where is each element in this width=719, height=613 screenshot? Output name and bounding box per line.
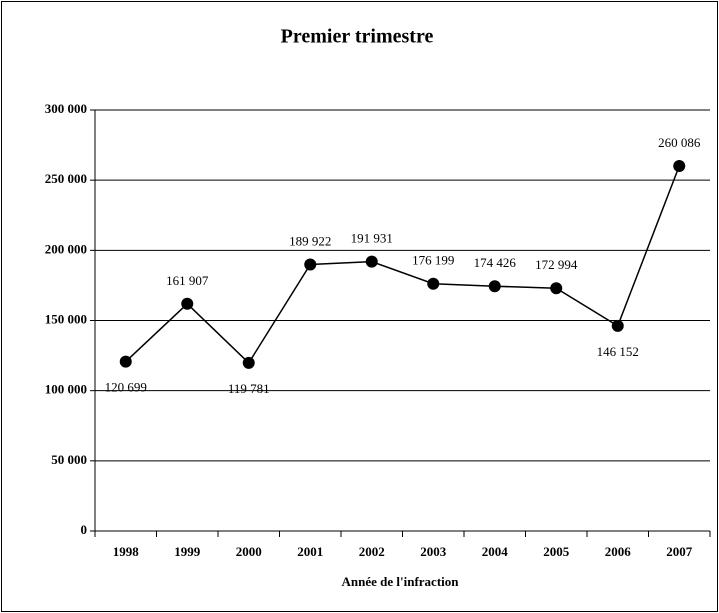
y-tick-label: 50 000 [51,452,87,467]
data-label: 119 781 [228,381,270,396]
x-tick-label: 2003 [420,544,447,559]
chart-title: Premier trimestre [281,26,434,48]
x-tick-label: 2004 [482,544,509,559]
data-point [550,282,563,295]
data-label: 120 699 [105,380,147,395]
data-point [488,280,501,293]
y-tick-label: 200 000 [45,241,87,256]
data-label: 172 994 [535,257,578,272]
data-point [181,297,194,310]
x-tick-label: 1998 [113,544,140,559]
data-label: 146 152 [597,344,639,359]
data-label: 176 199 [412,253,454,268]
x-tick-label: 2001 [297,544,323,559]
x-tick-label: 2007 [666,544,693,559]
data-point [242,356,255,369]
data-label: 189 922 [289,233,331,248]
x-tick-label: 2005 [543,544,570,559]
y-tick-label: 250 000 [45,171,87,186]
x-axis-title: Année de l'infraction [342,574,460,589]
series-line [125,165,680,365]
data-point [119,355,132,368]
data-point [304,258,317,271]
y-tick-label: 100 000 [45,382,87,397]
data-point [427,277,440,290]
y-tick-label: 150 000 [45,311,87,326]
x-tick-label: 2002 [359,544,385,559]
data-point [365,255,378,268]
data-label: 161 907 [166,273,209,288]
y-tick-label: 0 [81,522,88,537]
x-tick-label: 2006 [605,544,632,559]
x-tick-label: 1999 [174,544,201,559]
data-label: 260 086 [658,135,701,150]
data-label: 174 426 [474,255,517,270]
data-label: 191 931 [351,231,393,246]
data-point [673,160,686,173]
x-tick-label: 2000 [236,544,262,559]
y-tick-label: 300 000 [45,101,87,116]
data-point [611,319,624,332]
